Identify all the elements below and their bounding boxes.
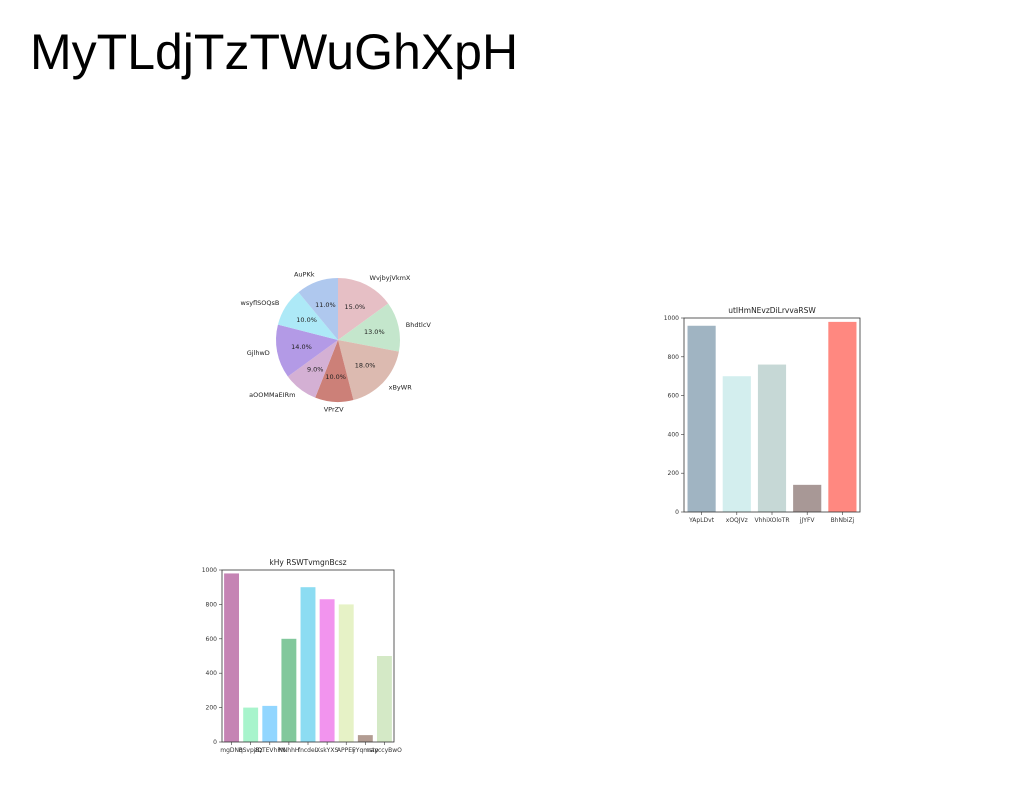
bar-chart-utihmnevzdilrvvarsw: utIHmNEvzDiLrvvaRSW YApLDvt xOQJVz VhhiXOlo… <box>664 306 861 524</box>
x-tick-label: yYqmstp <box>352 747 378 754</box>
bar-yapldvt <box>687 325 716 512</box>
pie-slice-aupkk <box>298 278 338 340</box>
y-tick-label: 600 <box>206 636 218 643</box>
x-tick-label: nayccyBwO <box>367 747 402 754</box>
bar-zqtevhpn <box>262 705 278 742</box>
pie-value-label: 9.0% <box>307 365 324 373</box>
y-tick-label: 1000 <box>202 567 217 574</box>
x-tick-label: XskYXS <box>316 747 338 754</box>
pie-slice-gjlhwd <box>276 324 338 377</box>
bar-xskyxs <box>319 599 335 742</box>
pie-slice-wsyflsoqsb <box>277 292 338 340</box>
x-tick-label: NNhhH <box>278 747 299 754</box>
pie-category-label: AuPKk <box>294 271 315 279</box>
pie-slice-wvjbyjvkmx <box>338 278 389 340</box>
pie-value-label: 11.0% <box>315 301 336 309</box>
pie-slice-xbywr <box>338 340 399 401</box>
chart-title: kHy RSWTvmgnBcsz <box>269 558 346 567</box>
x-tick-label: fncdeL <box>298 747 319 754</box>
pie-value-label: 15.0% <box>345 303 366 311</box>
pie-slice-vprzv <box>315 340 354 402</box>
x-tick-label: BhNbiZj <box>831 517 855 524</box>
y-tick-label: 800 <box>668 354 680 361</box>
bar-nnhhh <box>281 638 297 742</box>
pie-chart: 15.0% WvjbyjVkmX 13.0% BhdtlcV 18.0% xByWR 10.… <box>241 271 432 414</box>
pie-category-label: GjlhwD <box>247 349 270 357</box>
pie-slice-bhdtlcv <box>338 303 400 352</box>
pie-value-label: 18.0% <box>355 361 376 369</box>
pie-category-label: wsyflSOQsB <box>241 299 280 307</box>
pie-category-label: BhdtlcV <box>406 321 432 329</box>
x-tick-label: YApLDvt <box>688 517 715 524</box>
bar-bsvpjbz <box>243 707 259 742</box>
y-tick-label: 400 <box>668 431 680 438</box>
x-tick-label: BSvpjBz <box>239 747 263 754</box>
bar-jjyfv <box>793 484 822 512</box>
bar-xoqjvz <box>722 376 751 512</box>
x-tick-label: zQTEVhPN <box>254 747 285 754</box>
pie-slice-aoommaeirm <box>287 340 338 398</box>
pie-category-label: WvjbyjVkmX <box>370 274 411 282</box>
y-tick-label: 200 <box>206 705 218 712</box>
y-tick-label: 1000 <box>664 315 679 322</box>
bar-chart-khy-rswtvmgnbcsz: kHy RSWTvmgnBcsz mgDNqBSvpjBzzQTEVhPNNNhh… <box>202 558 402 754</box>
x-tick-label: APPEF <box>337 747 356 754</box>
x-tick-label: mgDNq <box>220 747 243 754</box>
bar-vhhixolotr <box>757 364 787 512</box>
y-tick-label: 400 <box>206 670 218 677</box>
plot-frame <box>221 569 395 743</box>
chart-title: utIHmNEvzDiLrvvaRSW <box>728 306 816 315</box>
x-tick-label: xOQJVz <box>726 517 748 524</box>
y-tick-label: 800 <box>206 601 218 608</box>
bar-bhnbizj <box>828 321 857 512</box>
bar-mgdnq <box>224 573 240 742</box>
bar-nayccybwo <box>376 656 392 742</box>
x-tick-label: jJYFV <box>799 517 816 524</box>
bar-appef <box>338 604 354 742</box>
bar-fncdel <box>300 587 316 742</box>
y-tick-label: 0 <box>675 509 679 516</box>
x-tick-label: VhhiXOloTR <box>755 517 790 524</box>
page-title: MyTLdjTzTWuGhXpH <box>30 24 519 80</box>
y-tick-label: 600 <box>668 393 680 400</box>
pie-category-label: xByWR <box>389 384 413 392</box>
pie-value-label: 10.0% <box>325 373 346 381</box>
pie-value-label: 13.0% <box>364 328 385 336</box>
pie-category-label: VPrZV <box>324 405 344 413</box>
y-tick-label: 200 <box>668 470 680 477</box>
pie-value-label: 10.0% <box>296 316 317 324</box>
bar-yyqmstp <box>357 735 373 742</box>
y-tick-label: 0 <box>213 739 217 746</box>
pie-category-label: aOOMMaEIRm <box>249 391 295 399</box>
plot-frame <box>683 317 861 513</box>
pie-value-label: 14.0% <box>291 343 312 351</box>
